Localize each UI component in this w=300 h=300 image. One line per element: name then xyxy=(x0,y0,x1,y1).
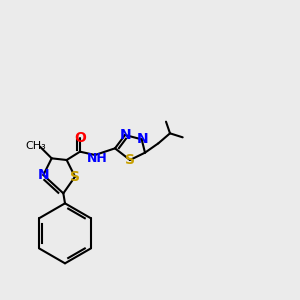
Text: N: N xyxy=(38,168,49,182)
Text: S: S xyxy=(125,153,135,167)
Text: N: N xyxy=(137,132,148,146)
Text: N: N xyxy=(120,128,132,142)
Text: O: O xyxy=(74,131,86,145)
Text: NH: NH xyxy=(87,152,107,166)
Text: CH₃: CH₃ xyxy=(26,141,46,151)
Text: S: S xyxy=(70,170,80,184)
